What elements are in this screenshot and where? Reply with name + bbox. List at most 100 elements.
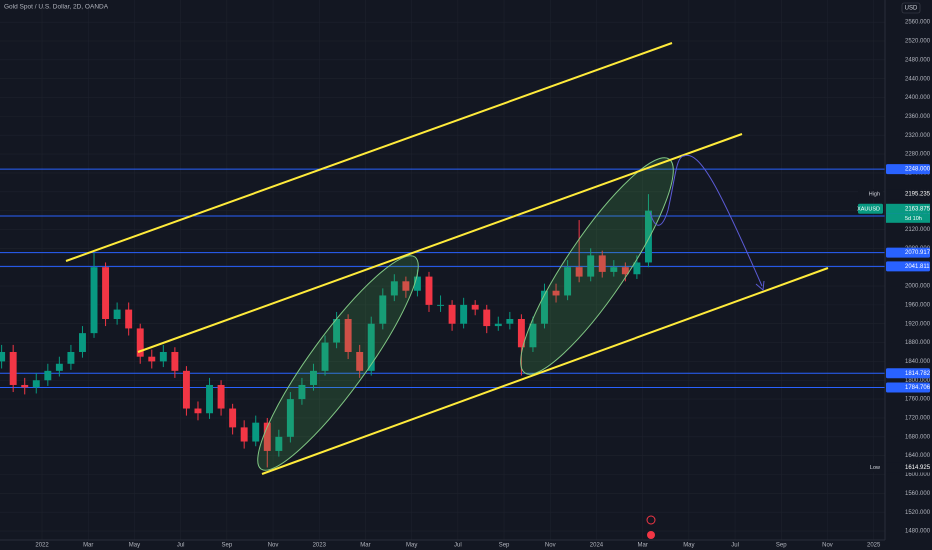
- marker-name-box: [858, 203, 883, 214]
- candle-body: [252, 422, 260, 442]
- candle-body: [413, 276, 421, 291]
- y-tick-label: 2480.000: [905, 57, 931, 63]
- candle-body: [564, 267, 572, 296]
- x-tick-label: Mar: [360, 543, 370, 549]
- candle-body: [483, 309, 491, 327]
- y-tick-label: 1680.000: [905, 434, 931, 440]
- countdown: 5d 10h: [905, 216, 922, 222]
- candle-body: [494, 323, 502, 327]
- ellipse: [520, 157, 674, 375]
- countdown-box: [886, 213, 930, 223]
- y-tick-label: 2560.000: [905, 20, 931, 26]
- level-label-box: [886, 382, 930, 393]
- x-tick-label: Nov: [545, 543, 556, 549]
- candle-body: [90, 267, 98, 334]
- y-tick-label: 2320.000: [905, 133, 931, 139]
- level-label-box: [886, 164, 930, 175]
- y-tick-label: 1640.000: [905, 453, 931, 459]
- candle-body: [621, 267, 629, 275]
- x-tick-label: May: [129, 543, 140, 549]
- x-tick-label: Nov: [822, 543, 833, 549]
- channel-line: [137, 133, 743, 353]
- candle-body: [159, 351, 167, 362]
- candle-body: [229, 408, 237, 428]
- marker-name: High: [869, 191, 880, 197]
- x-tick-label: Jul: [177, 543, 185, 549]
- y-tick-label: 1720.000: [905, 416, 931, 422]
- candle-body: [0, 351, 6, 362]
- y-tick-label: 1600.000: [905, 472, 931, 478]
- candle-body: [275, 436, 283, 451]
- candle-body: [263, 422, 271, 451]
- candle-body: [644, 210, 652, 263]
- candle-body: [437, 304, 445, 306]
- forecast-curve: [649, 154, 763, 287]
- level-label: 1784.706: [905, 385, 931, 391]
- candle-body: [125, 309, 133, 329]
- x-tick-label: Jul: [731, 543, 739, 549]
- candle-body: [148, 356, 156, 362]
- x-tick-label: May: [683, 543, 694, 549]
- candle-body: [402, 281, 410, 291]
- drawings: [65, 42, 829, 539]
- candle-body: [633, 262, 641, 275]
- candle-body: [552, 290, 560, 296]
- x-tick-label: 2024: [590, 543, 604, 549]
- candle-body: [217, 384, 225, 409]
- candle-body: [310, 370, 317, 385]
- marker-box: [886, 189, 930, 200]
- y-tick-label: 2400.000: [905, 95, 931, 101]
- x-tick-label: Jul: [454, 543, 462, 549]
- marker-name-box: [858, 462, 883, 473]
- candle-body: [298, 384, 306, 400]
- marker-name-box: [858, 189, 883, 200]
- candle-body: [102, 267, 110, 320]
- x-tick-label: Sep: [776, 543, 787, 549]
- level-label: 2248.000: [905, 167, 931, 173]
- level-label-box: [886, 261, 930, 272]
- axis-labels: 2560.000 2520.000 2480.000 2440.000 2400.000…: [35, 20, 930, 549]
- marker-value: 2163.875: [905, 206, 931, 212]
- y-tick-label: 1520.000: [905, 510, 931, 516]
- candle-body: [367, 323, 375, 371]
- event-icon: [647, 531, 655, 539]
- candle-body: [471, 304, 479, 310]
- x-tick-label: Mar: [83, 543, 93, 549]
- price-axis: [885, 0, 932, 550]
- x-tick-label: Mar: [637, 543, 647, 549]
- y-tick-label: 1760.000: [905, 397, 931, 403]
- candle-body: [541, 290, 548, 324]
- level-label: 2070.917: [905, 250, 931, 256]
- y-tick-label: 1880.000: [905, 340, 931, 346]
- candle-body: [9, 351, 17, 385]
- candle-body: [587, 255, 595, 277]
- marker-box: [886, 462, 930, 473]
- candle-body: [286, 399, 294, 437]
- levels: [0, 168, 885, 388]
- channel-line: [261, 267, 829, 475]
- y-tick-label: 2280.000: [905, 152, 931, 158]
- y-tick-label: 1920.000: [905, 321, 931, 327]
- y-tick-label: 1840.000: [905, 359, 931, 365]
- event-icon: [646, 515, 656, 525]
- candle-body: [206, 384, 213, 414]
- x-tick-label: 2025: [867, 543, 881, 549]
- candle-body: [182, 370, 190, 409]
- grid: [0, 0, 885, 540]
- x-tick-label: 2023: [313, 543, 327, 549]
- x-tick-label: Nov: [268, 543, 279, 549]
- candle-body: [356, 351, 364, 371]
- candle-body: [333, 319, 341, 343]
- candles: [0, 194, 652, 468]
- y-tick-label: 1560.000: [905, 491, 931, 497]
- x-tick-label: 2022: [35, 543, 49, 549]
- y-tick-label: 1960.000: [905, 302, 931, 308]
- y-tick-label: 2440.000: [905, 76, 931, 82]
- arrow-head: [755, 280, 765, 291]
- currency-box: [901, 2, 921, 14]
- candle-body: [598, 255, 606, 272]
- x-tick-label: Sep: [499, 543, 510, 549]
